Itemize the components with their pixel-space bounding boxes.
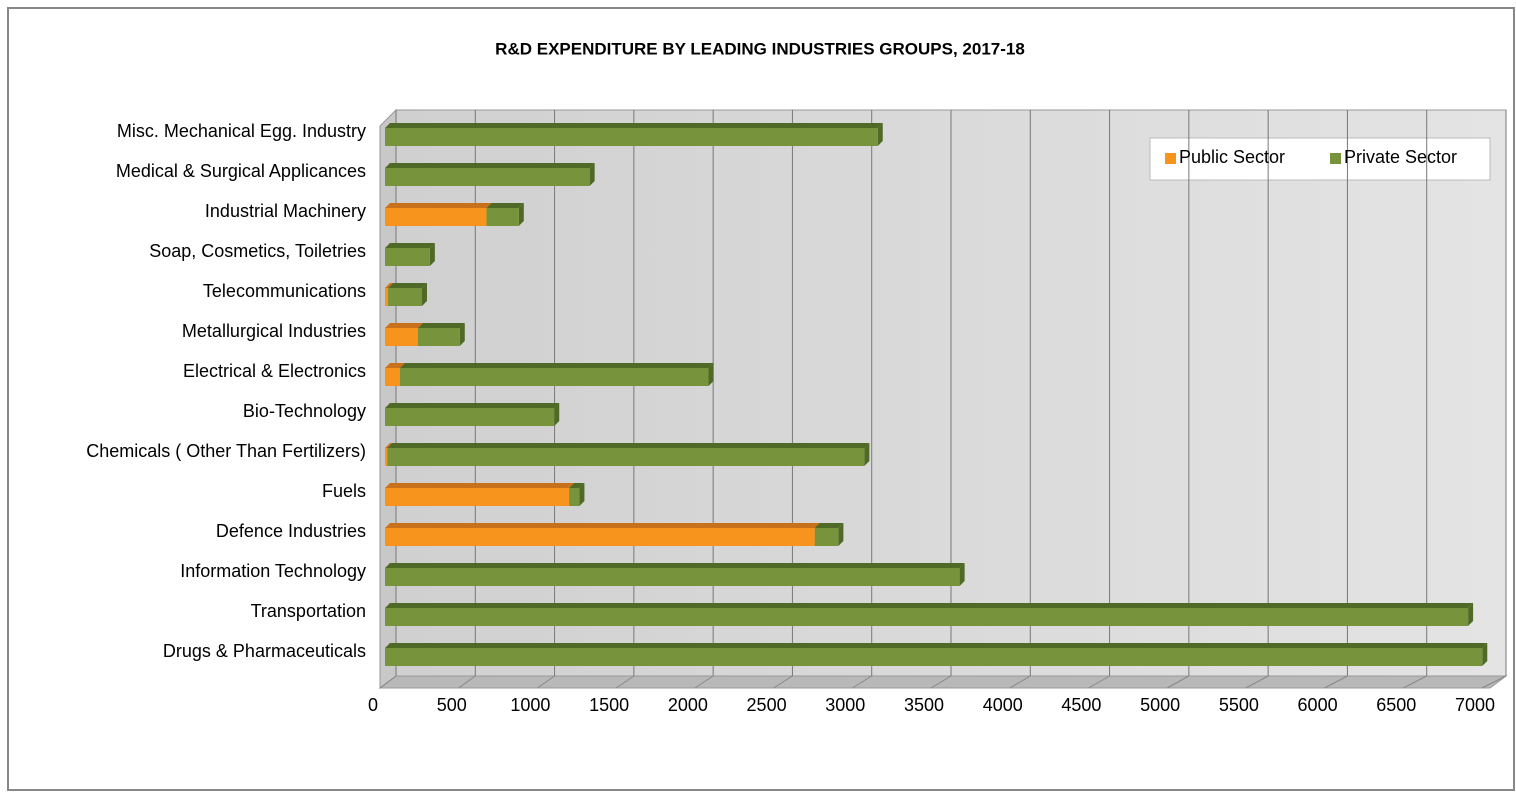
x-tick-label: 1500 xyxy=(589,695,629,715)
y-tick-label: Electrical & Electronics xyxy=(183,361,366,381)
x-tick-label: 2500 xyxy=(747,695,787,715)
chart-title: R&D EXPENDITURE BY LEADING INDUSTRIES GR… xyxy=(495,39,1025,58)
y-tick-label: Defence Industries xyxy=(216,521,366,541)
x-tick-label: 4500 xyxy=(1061,695,1101,715)
bar xyxy=(814,523,844,546)
bar xyxy=(385,163,595,186)
y-tick-label: Chemicals ( Other Than Fertilizers) xyxy=(86,441,366,461)
floor-line xyxy=(1403,675,1427,689)
bar xyxy=(418,323,465,346)
bar xyxy=(388,283,427,306)
x-tick-label: 5500 xyxy=(1219,695,1259,715)
bar xyxy=(385,523,820,546)
floor-line xyxy=(852,675,872,689)
legend xyxy=(1149,137,1491,181)
x-tick-label: 4000 xyxy=(983,695,1023,715)
side-wall xyxy=(379,108,397,689)
floor-line xyxy=(694,675,714,689)
x-tick-label: 6000 xyxy=(1298,695,1338,715)
bar xyxy=(385,203,492,226)
y-tick-label: Drugs & Pharmaceuticals xyxy=(163,641,366,661)
bar xyxy=(385,643,1488,666)
x-tick-label: 6500 xyxy=(1376,695,1416,715)
bar xyxy=(486,203,524,226)
x-tick-label: 7000 xyxy=(1455,695,1495,715)
y-tick-label: Industrial Machinery xyxy=(205,201,366,221)
y-tick-label: Misc. Mechanical Egg. Industry xyxy=(117,121,366,141)
bar xyxy=(385,403,560,426)
x-tick-label: 2000 xyxy=(668,695,708,715)
bar xyxy=(399,363,714,386)
floor-line xyxy=(1324,675,1348,689)
bar xyxy=(385,603,1474,626)
y-tick-label: Fuels xyxy=(322,481,366,501)
legend-swatch xyxy=(1330,153,1341,164)
bar xyxy=(385,123,883,146)
bar xyxy=(385,563,965,586)
x-tick-label: 1000 xyxy=(510,695,550,715)
plot-area xyxy=(378,108,1508,689)
floor-line xyxy=(773,675,793,689)
floor-line xyxy=(615,675,635,689)
y-tick-label: Metallurgical Industries xyxy=(182,321,366,341)
floor xyxy=(378,675,1508,689)
floor-line xyxy=(1166,675,1190,689)
y-tick-label: Soap, Cosmetics, Toiletries xyxy=(149,241,366,261)
legend-label: Private Sector xyxy=(1344,147,1457,167)
bar xyxy=(385,323,424,346)
floor-line xyxy=(1481,675,1507,689)
x-tick-label: 0 xyxy=(368,695,378,715)
y-tick-label: Bio-Technology xyxy=(243,401,366,421)
x-tick-label: 500 xyxy=(437,695,467,715)
floor-line xyxy=(930,675,952,689)
floor-line xyxy=(379,675,397,689)
bar xyxy=(385,483,575,506)
x-tick-label: 3500 xyxy=(904,695,944,715)
y-tick-label: Information Technology xyxy=(180,561,366,581)
floor-line xyxy=(537,675,555,689)
y-tick-label: Telecommunications xyxy=(203,281,366,301)
floor-line xyxy=(1245,675,1269,689)
legend-label: Public Sector xyxy=(1179,147,1285,167)
legend-swatch xyxy=(1165,153,1176,164)
x-tick-label: 3000 xyxy=(825,695,865,715)
x-tick-label: 5000 xyxy=(1140,695,1180,715)
floor-line xyxy=(1009,675,1031,689)
y-tick-label: Medical & Surgical Applicances xyxy=(116,161,366,181)
bar xyxy=(387,443,870,466)
floor-line xyxy=(458,675,476,689)
bar xyxy=(569,483,585,506)
floor-line xyxy=(1088,675,1110,689)
y-tick-label: Transportation xyxy=(251,601,366,621)
bar xyxy=(385,243,435,266)
